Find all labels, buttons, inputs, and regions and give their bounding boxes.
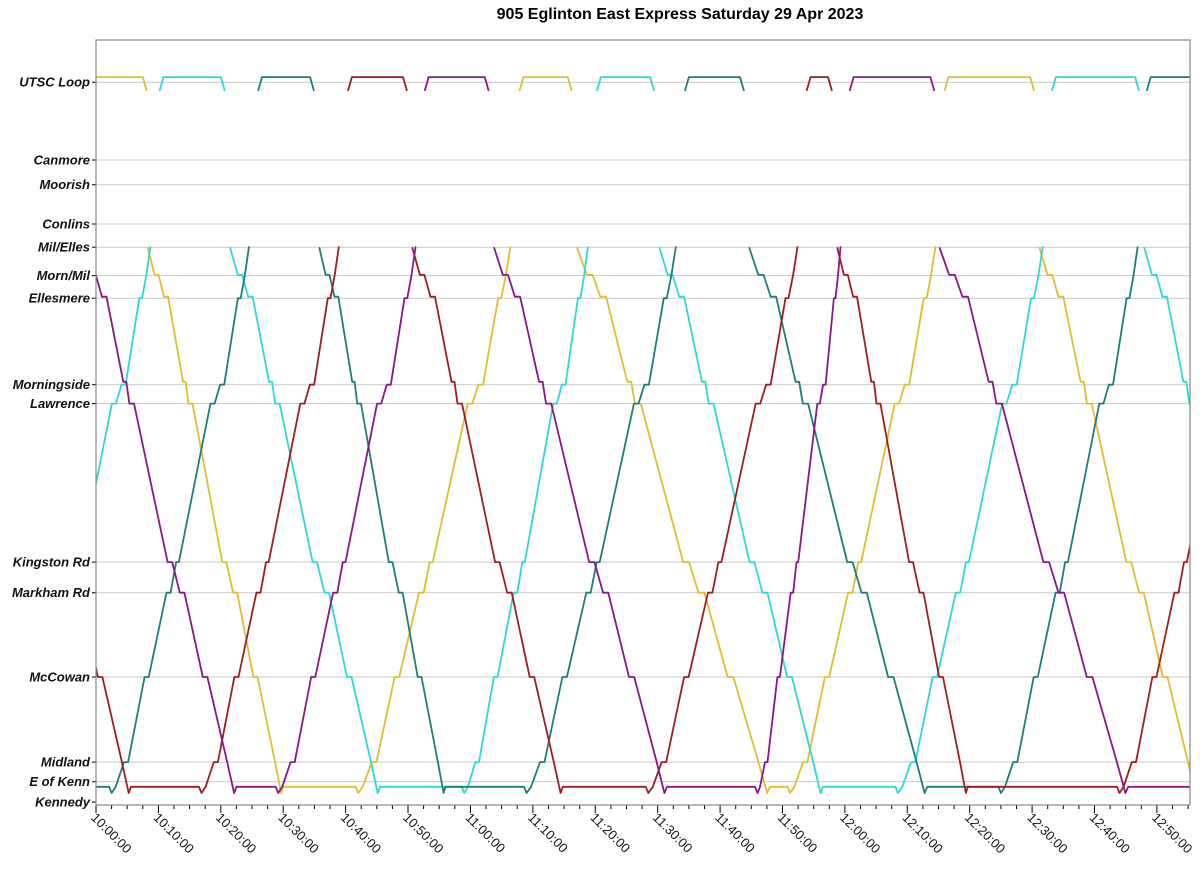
time-axis-label: 10:00:00	[88, 810, 134, 856]
time-axis-label: 12:40:00	[1087, 810, 1133, 856]
time-axis-label: 12:50:00	[1149, 810, 1195, 856]
time-axis-label: 12:10:00	[900, 810, 946, 856]
station-label: Mil/Elles	[38, 240, 90, 255]
time-axis-label: 11:30:00	[650, 810, 696, 856]
station-label: UTSC Loop	[19, 75, 90, 90]
station-label: McCowan	[29, 670, 90, 685]
time-axis-label: 11:20:00	[588, 810, 634, 856]
bus-trace-dark-red	[96, 76, 1190, 794]
time-axis-label: 12:20:00	[962, 810, 1008, 856]
station-label: Kingston Rd	[13, 555, 91, 570]
time-axis-label: 10:30:00	[275, 810, 321, 856]
chart-title: 905 Eglinton East Express Saturday 29 Ap…	[496, 6, 864, 23]
plot-border	[95, 39, 1191, 806]
station-label: Lawrence	[30, 396, 90, 411]
station-label: Markham Rd	[12, 585, 91, 600]
station-label: Morningside	[13, 377, 90, 392]
time-axis-label: 10:40:00	[338, 810, 384, 856]
time-axis-label: 11:50:00	[775, 810, 821, 856]
traces-layer	[96, 76, 1190, 794]
bus-trace-teal	[96, 76, 1190, 794]
bus-trace-purple	[96, 76, 1190, 794]
time-axis-label: 10:20:00	[213, 810, 259, 856]
time-axis-label: 12:00:00	[837, 810, 883, 856]
station-label: Moorish	[39, 177, 90, 192]
time-axis-label: 11:00:00	[463, 810, 509, 856]
station-label: Kennedy	[35, 795, 91, 810]
time-axis-label: 11:40:00	[712, 810, 758, 856]
station-label: Morn/Mil	[37, 268, 91, 283]
station-label: Canmore	[34, 153, 90, 168]
bus-trace-gold	[96, 76, 1190, 794]
station-label: Conlins	[42, 217, 90, 232]
station-label: E of Kenn	[29, 774, 90, 789]
station-label: Midland	[41, 755, 91, 770]
time-axis-label: 11:10:00	[525, 810, 571, 856]
time-axis-label: 10:50:00	[400, 810, 446, 856]
bus-trace-cyan	[96, 76, 1190, 794]
time-axis-label: 10:10:00	[151, 810, 197, 856]
time-axis-label: 12:30:00	[1024, 810, 1070, 856]
station-label: Ellesmere	[29, 291, 90, 306]
